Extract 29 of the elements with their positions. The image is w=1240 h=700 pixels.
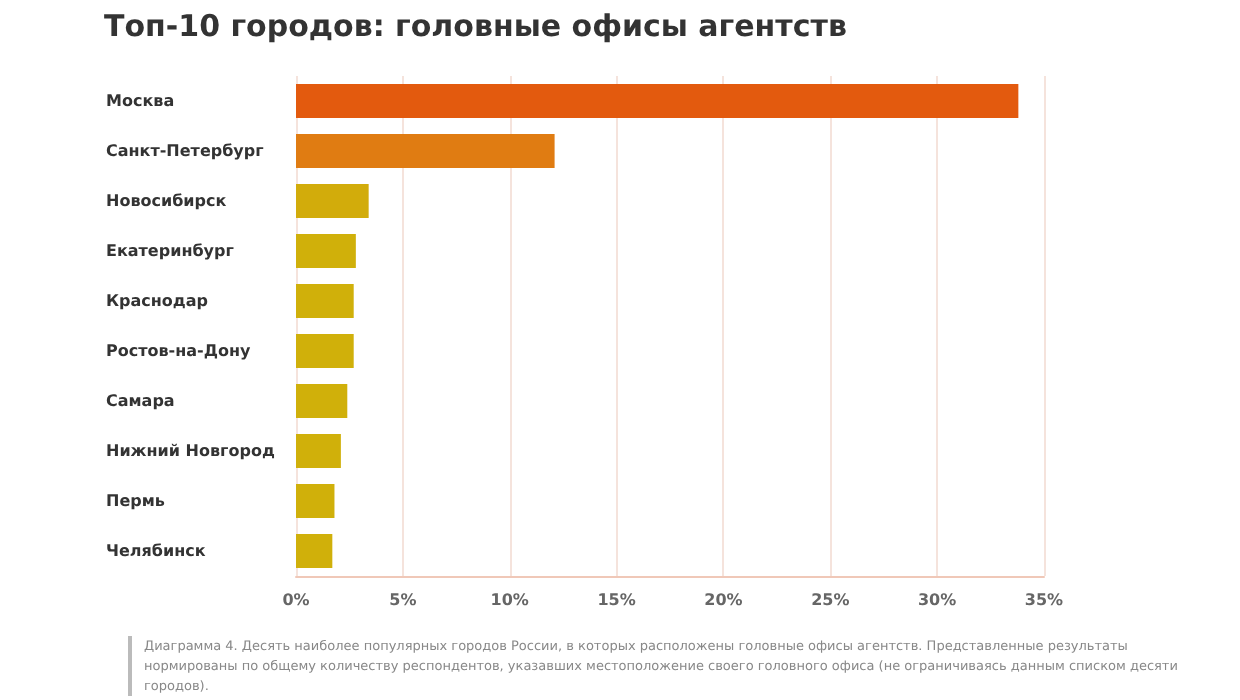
y-tick-label: Пермь: [106, 492, 165, 510]
y-tick-label: Краснодар: [106, 292, 209, 310]
bar: [296, 484, 335, 518]
bar: [296, 434, 341, 468]
y-tick-label: Москва: [106, 92, 175, 110]
y-tick-label: Новосибирск: [106, 192, 228, 210]
bar: [296, 134, 555, 168]
x-tick-label: 15%: [597, 591, 636, 609]
bar: [296, 234, 356, 268]
x-tick-label: 25%: [811, 591, 850, 609]
bar: [296, 334, 354, 368]
x-tick-label: 35%: [1024, 591, 1064, 609]
y-tick-label: Ростов-на-Дону: [106, 342, 253, 360]
y-tick-label: Челябинск: [106, 542, 207, 560]
bar: [296, 284, 354, 318]
y-tick-label: Санкт-Петербург: [106, 142, 264, 160]
x-tick-label: 0%: [282, 591, 310, 609]
y-tick-label: Екатеринбург: [106, 242, 234, 260]
y-tick-label: Нижний Новгород: [106, 442, 276, 460]
bar: [296, 184, 369, 218]
bar: [296, 384, 348, 418]
x-tick-label: 10%: [490, 591, 529, 609]
bar: [296, 534, 333, 568]
y-tick-label: Самара: [106, 392, 175, 410]
chart-title: Топ-10 городов: головные офисы агентств: [104, 8, 847, 44]
x-tick-label: 20%: [704, 591, 743, 609]
x-tick-label: 30%: [917, 591, 957, 609]
x-tick-label: 5%: [389, 591, 417, 609]
bar: [296, 84, 1019, 118]
